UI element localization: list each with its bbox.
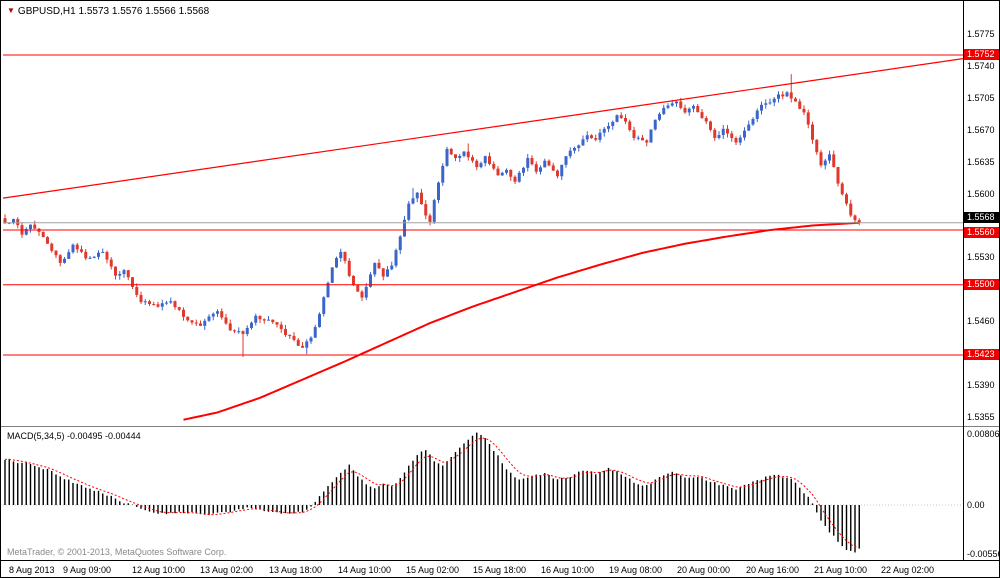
time-axis-label[interactable]: 21 Aug 10:00	[814, 565, 868, 575]
price-axis-badge: 1.5568	[964, 211, 999, 223]
copyright-text: MetaTrader, © 2001-2013, MetaQuotes Soft…	[7, 547, 227, 557]
time-axis-label[interactable]: 15 Aug 18:00	[473, 565, 527, 575]
price-axis-label[interactable]: 1.5635	[967, 156, 995, 167]
time-axis-label[interactable]: 20 Aug 00:00	[677, 565, 731, 575]
price-axis-label[interactable]: 1.5355	[967, 411, 995, 422]
time-axis-label[interactable]: 16 Aug 10:00	[541, 565, 595, 575]
macd-indicator-label: MACD(5,34,5) -0.00495 -0.00444	[7, 431, 141, 441]
price-axis-label[interactable]: 1.5390	[967, 380, 995, 391]
price-axis-badge: 1.5423	[964, 348, 999, 360]
time-axis-label[interactable]: 13 Aug 18:00	[269, 565, 323, 575]
time-axis-label[interactable]: 8 Aug 2013	[9, 565, 55, 575]
price-axis-label[interactable]: 1.5670	[967, 124, 995, 135]
price-axis-label[interactable]: 1.5740	[967, 60, 995, 71]
macd-signal-line	[4, 437, 860, 548]
macd-histogram	[3, 432, 962, 553]
chevron-down-icon[interactable]: ▼	[7, 6, 15, 15]
time-axis-label[interactable]: 13 Aug 02:00	[200, 565, 254, 575]
moving-average-line[interactable]	[183, 221, 860, 421]
price-axis-badge: 1.5500	[964, 278, 999, 290]
price-axis-label[interactable]: 1.5530	[967, 252, 995, 263]
time-axis-label[interactable]: 14 Aug 10:00	[338, 565, 392, 575]
time-axis-label[interactable]: 12 Aug 10:00	[132, 565, 186, 575]
time-axis-label[interactable]: 9 Aug 09:00	[63, 565, 112, 575]
price-axis-label[interactable]: 1.5460	[967, 316, 995, 327]
macd-axis-label[interactable]: 0.00	[967, 500, 985, 511]
price-axis-badge: 1.5752	[964, 48, 999, 60]
price-axis-label[interactable]: 1.5775	[967, 29, 995, 39]
symbol-ohlc-label: ▼ GBPUSD,H1 1.5573 1.5576 1.5566 1.5568	[7, 6, 209, 17]
price-axis-badge: 1.5560	[964, 227, 999, 239]
price-axis-label[interactable]: 1.5705	[967, 92, 995, 103]
time-axis-label[interactable]: 19 Aug 08:00	[609, 565, 663, 575]
time-axis-label[interactable]: 22 Aug 02:00	[881, 565, 935, 575]
time-axis-label[interactable]: 15 Aug 02:00	[406, 565, 460, 575]
trendline[interactable]	[2, 58, 964, 199]
time-axis-label[interactable]: 20 Aug 16:00	[746, 565, 800, 575]
symbol-ohlc-text: GBPUSD,H1 1.5573 1.5576 1.5566 1.5568	[17, 6, 210, 17]
candles-layer	[3, 74, 861, 357]
macd-axis-label[interactable]: 0.00806	[967, 429, 1000, 439]
macd-axis-label[interactable]: -0.00556	[967, 549, 1000, 559]
price-axis-label[interactable]: 1.5600	[967, 188, 995, 199]
